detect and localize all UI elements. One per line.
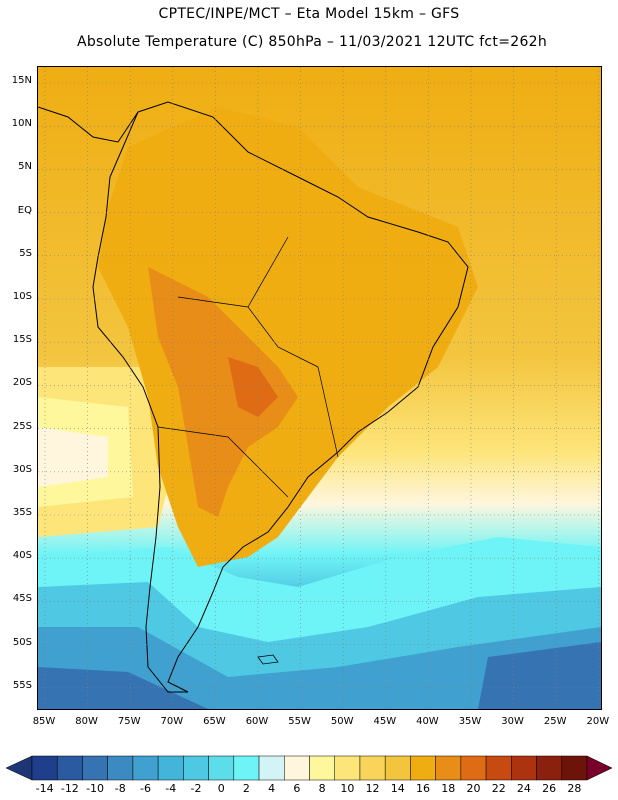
- lat-label: 5N: [18, 161, 32, 173]
- colorbar-swatch: [334, 755, 361, 781]
- lat-label: 30S: [12, 463, 32, 475]
- lat-label: 55S: [12, 679, 32, 691]
- colorbar-swatch: [183, 755, 209, 781]
- colorbar-tick-label: 26: [542, 782, 557, 795]
- colorbar-tick-label: 12: [365, 782, 380, 795]
- colorbar-tick-label: 20: [466, 782, 481, 795]
- colorbar-tick-label: 6: [293, 782, 301, 795]
- lon-label: 40W: [416, 716, 439, 727]
- cold-band-0: [38, 627, 601, 709]
- colorbar-over-arrow: [586, 755, 613, 781]
- lat-label: 10N: [11, 118, 32, 130]
- colorbar-tick-label: -2: [190, 782, 202, 795]
- lon-label: 35W: [458, 716, 482, 727]
- lon-label: 25W: [543, 716, 567, 727]
- lon-label: 70W: [160, 716, 184, 727]
- colorbar-tick-label: 4: [268, 782, 276, 795]
- colorbar-swatch: [485, 755, 512, 781]
- lon-label: 50W: [330, 716, 354, 727]
- lon-label: 60W: [245, 716, 269, 727]
- colorbar-tick-label: 8: [318, 782, 326, 795]
- land-warm-22: [228, 357, 278, 417]
- lon-label: 80W: [75, 716, 98, 727]
- colorbar-swatch: [208, 755, 235, 781]
- colorbar-tick-label: -12: [60, 782, 79, 795]
- colorbar-tick-label: 2: [242, 782, 250, 795]
- lat-label: EQ: [17, 204, 32, 216]
- colorbar-tick-label: -4: [165, 782, 177, 795]
- colorbar-tick-label: 28: [567, 782, 582, 795]
- lat-label: 15S: [12, 334, 32, 346]
- lat-label: 25S: [12, 420, 32, 432]
- land-warm-20: [148, 267, 298, 517]
- lon-label: 65W: [203, 716, 226, 727]
- map-plot-area: [37, 66, 602, 710]
- lon-label: 85W: [32, 716, 56, 727]
- lon-label: 45W: [373, 716, 397, 727]
- colorbar-tick-label: -6: [140, 782, 151, 795]
- map-title: CPTEC/INPE/MCT – Eta Model 15km – GFS: [158, 6, 460, 22]
- colorbar-tick-label: 24: [516, 782, 531, 795]
- colorbar-swatch: [233, 755, 260, 781]
- colorbar-tick-label: 14: [390, 782, 405, 795]
- map-subtitle: Absolute Temperature (C) 850hPa – 11/03/…: [76, 34, 548, 50]
- colorbar-tick-label: -14: [35, 782, 54, 795]
- central-america-outline: [38, 106, 139, 143]
- lat-label: 5S: [19, 247, 32, 259]
- colorbar-tick-label: 16: [416, 782, 431, 795]
- lat-label: 50S: [12, 636, 32, 648]
- colorbar-swatch: [157, 755, 184, 781]
- colorbar-swatch: [460, 755, 487, 781]
- lon-label: 20W: [586, 716, 610, 727]
- falklands-outline: [257, 654, 279, 665]
- colorbar-swatch: [511, 755, 537, 781]
- colorbar-swatch: [410, 755, 436, 781]
- colorbar-swatch: [309, 755, 335, 781]
- colorbar-tick-label: -8: [114, 782, 126, 795]
- colorbar-swatch: [435, 755, 462, 781]
- south-america-outline: [92, 101, 469, 693]
- colorbar-swatch: [107, 755, 134, 781]
- colorbar-tick-label: 22: [491, 782, 506, 795]
- colorbar-tick-label: -10: [86, 782, 105, 795]
- temperature-map: [38, 67, 601, 709]
- colorbar-swatch: [284, 755, 310, 781]
- lon-label: 30W: [501, 716, 524, 727]
- pacific-band-8: [38, 427, 108, 487]
- colorbar-swatch: [132, 755, 159, 781]
- colorbar-tick-label: 10: [340, 782, 355, 795]
- lat-label: 45S: [12, 593, 32, 605]
- colorbar-swatch: [359, 755, 386, 781]
- country-borders: [157, 236, 339, 498]
- colorbar-swatch: [536, 755, 563, 781]
- cold-band-east: [478, 642, 601, 709]
- colorbar-swatch: [561, 755, 588, 781]
- lat-label: 20S: [12, 377, 32, 389]
- colorbar: [5, 755, 613, 781]
- colorbar-tick-label: 0: [217, 782, 225, 795]
- colorbar-swatch: [56, 755, 83, 781]
- lat-label: 40S: [12, 550, 32, 562]
- colorbar-tick-label: 18: [441, 782, 456, 795]
- colorbar-swatch: [384, 755, 411, 781]
- colorbar-swatch: [31, 755, 58, 781]
- colorbar-under-arrow: [5, 755, 33, 781]
- lon-label: 75W: [117, 716, 141, 727]
- lat-label: 15N: [11, 75, 32, 86]
- lon-label: 55W: [288, 716, 311, 727]
- colorbar-swatch: [82, 755, 108, 781]
- colorbar-swatch: [258, 755, 285, 781]
- lat-label: 10S: [12, 291, 32, 302]
- lat-label: 35S: [12, 507, 32, 518]
